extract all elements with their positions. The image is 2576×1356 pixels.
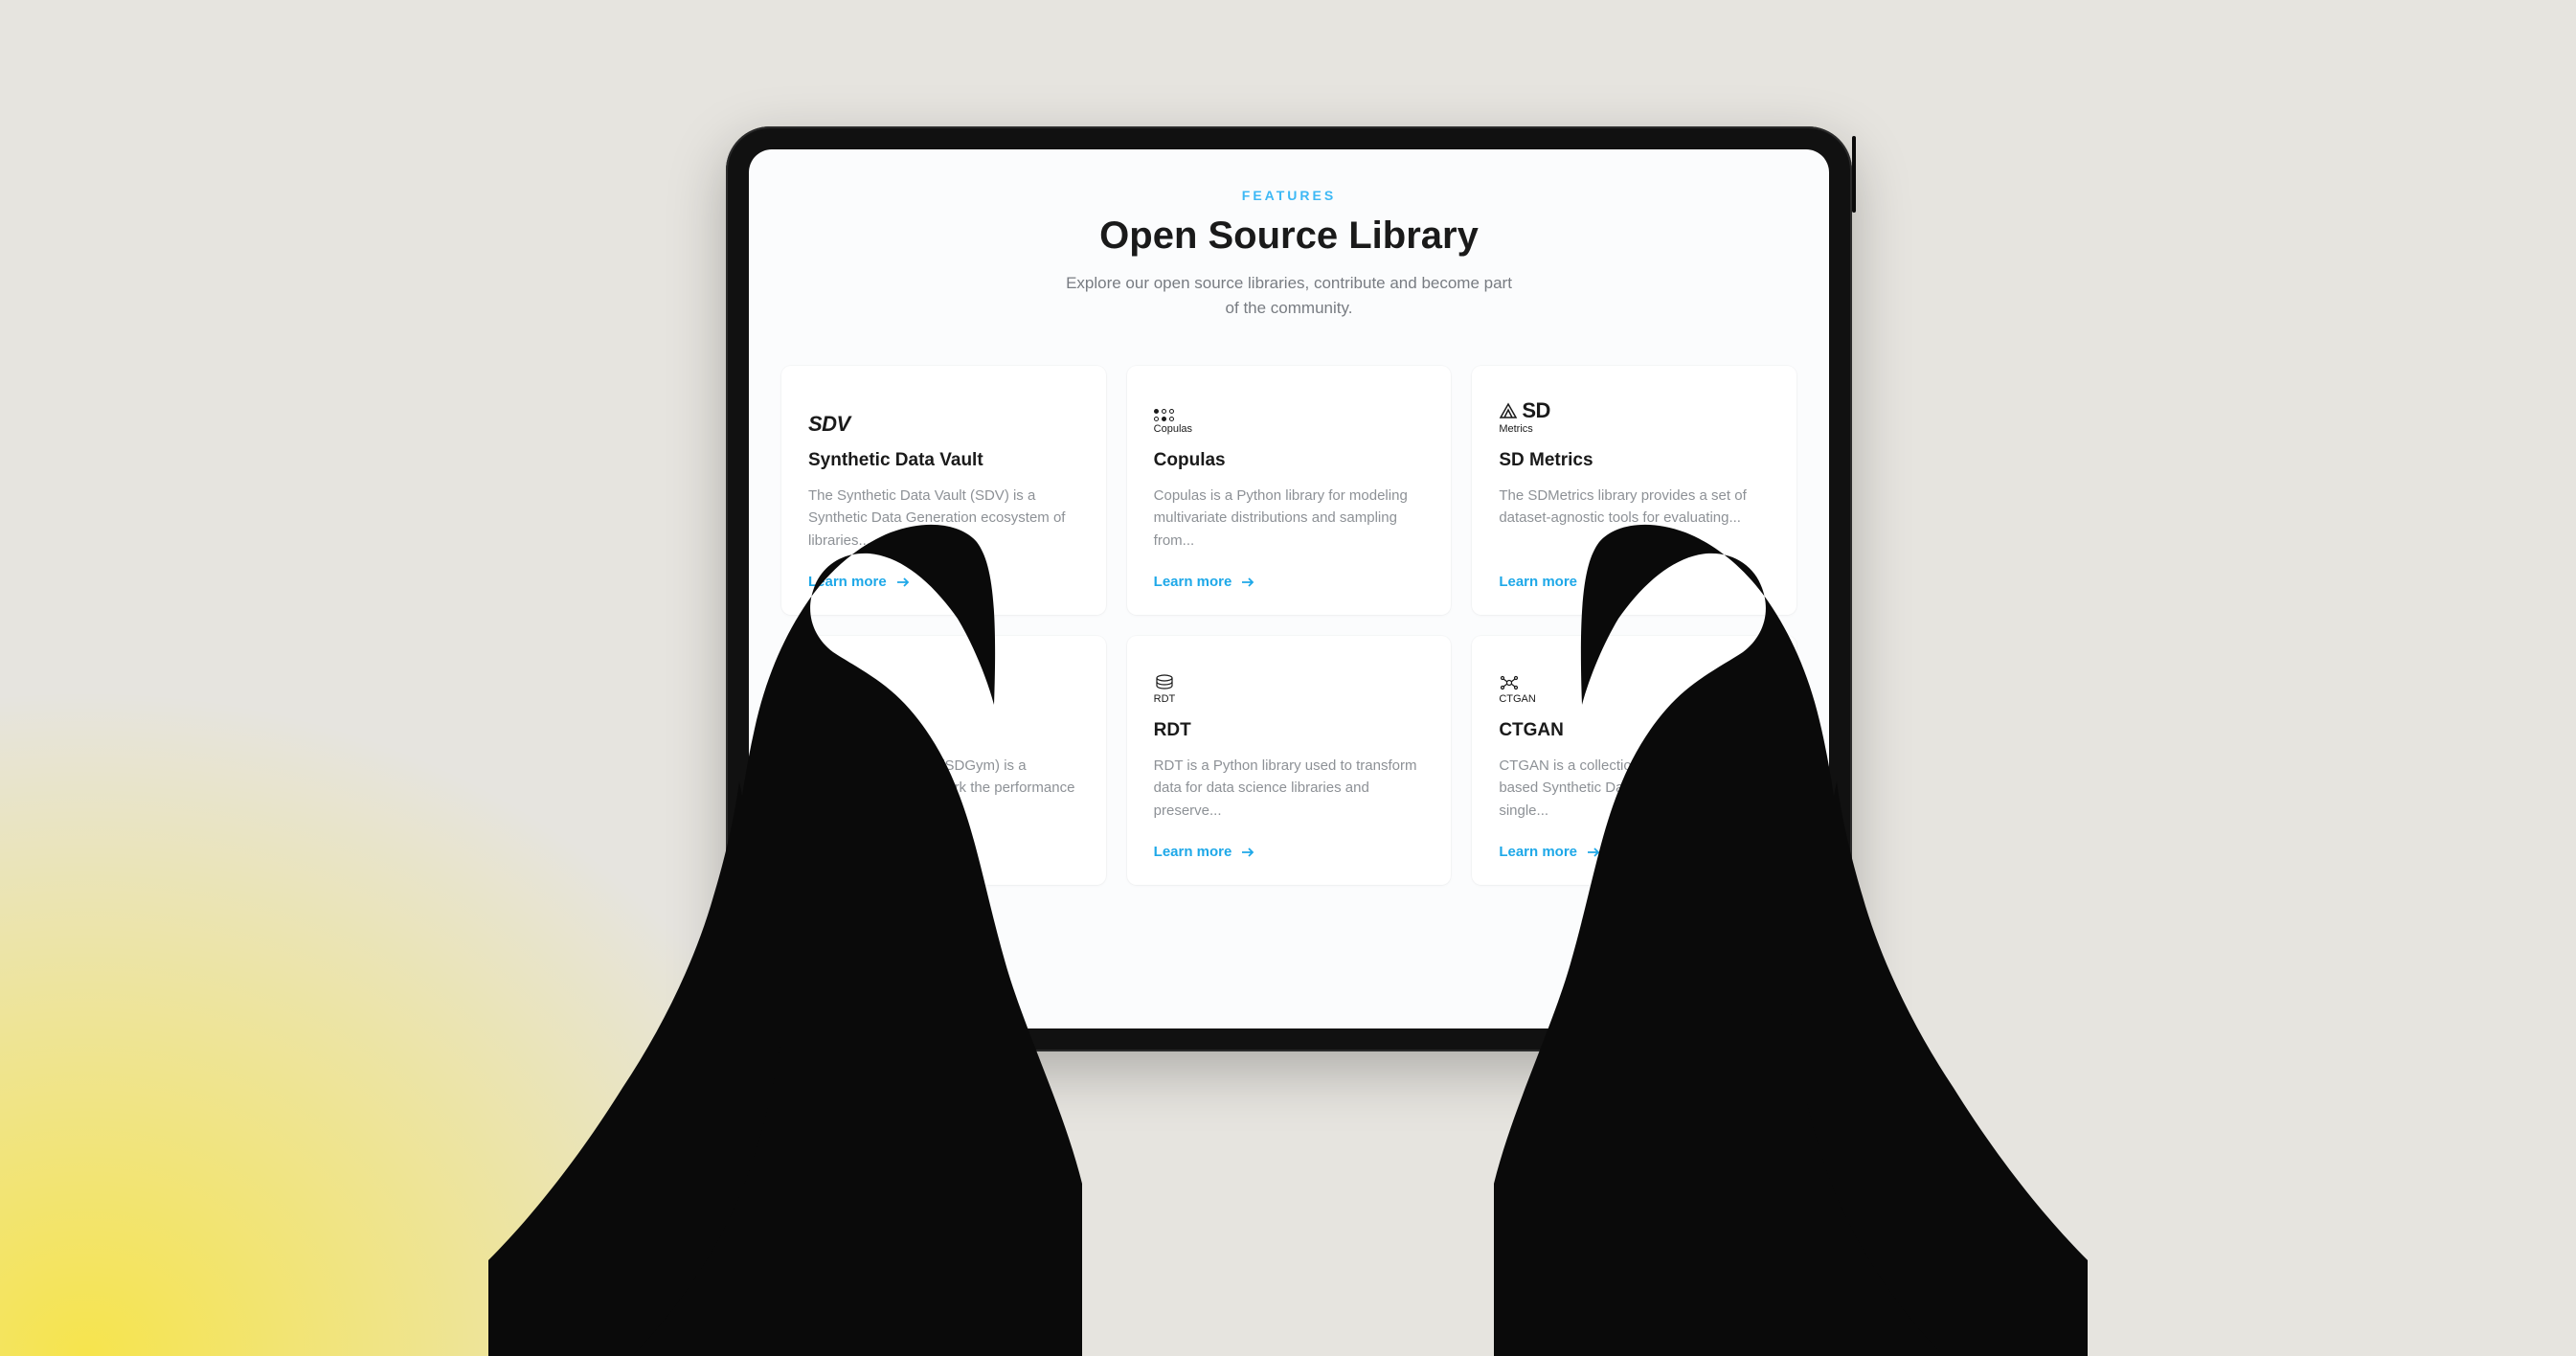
arrow-right-icon bbox=[1241, 848, 1254, 857]
learn-more-label: Learn more bbox=[808, 844, 887, 860]
logo-subtext: Metrics bbox=[1499, 423, 1770, 435]
triangle-icon bbox=[1499, 402, 1518, 419]
card-title: RDT bbox=[1154, 720, 1425, 741]
learn-more-link[interactable]: Learn more bbox=[808, 844, 1079, 860]
learn-more-label: Learn more bbox=[808, 574, 887, 590]
learn-more-link[interactable]: Learn more bbox=[1499, 574, 1770, 590]
network-icon bbox=[1499, 674, 1520, 691]
card-grid: SDV Synthetic Data Vault The Synthetic D… bbox=[781, 366, 1796, 885]
sdmetrics-logo-icon: SD Metrics bbox=[1499, 393, 1770, 435]
copulas-logo-icon: Copulas bbox=[1154, 393, 1425, 435]
learn-more-link[interactable]: Learn more bbox=[1154, 844, 1425, 860]
library-card-copulas[interactable]: Copulas Copulas Copulas is a Python libr… bbox=[1127, 366, 1452, 615]
learn-more-link[interactable]: Learn more bbox=[808, 574, 1079, 590]
tablet-power-button bbox=[1852, 136, 1856, 213]
ctgan-logo-icon: CTGAN bbox=[1499, 663, 1770, 705]
arrow-right-icon bbox=[1241, 577, 1254, 587]
logo-text: SDV bbox=[808, 414, 1079, 435]
logo-text: RDT bbox=[1154, 693, 1425, 705]
tablet-frame: FEATURES Open Source Library Explore our… bbox=[726, 126, 1852, 1051]
library-card-sdmetrics[interactable]: SD Metrics SD Metrics The SDMetrics libr… bbox=[1472, 366, 1796, 615]
dots-icon bbox=[1154, 409, 1425, 421]
card-description: Synthetic Data Gym (SDGym) is a framewor… bbox=[808, 755, 1079, 826]
learn-more-label: Learn more bbox=[1154, 844, 1232, 860]
card-title: CTGAN bbox=[1499, 720, 1770, 741]
learn-more-label: Learn more bbox=[1499, 574, 1577, 590]
logo-text: SD bbox=[1522, 400, 1550, 421]
gear-icon bbox=[808, 674, 825, 691]
cylinder-icon bbox=[1154, 674, 1175, 691]
library-card-rdt[interactable]: RDT RDT RDT is a Python library used to … bbox=[1127, 636, 1452, 885]
learn-more-link[interactable]: Learn more bbox=[1499, 844, 1770, 860]
library-card-sdgym[interactable]: SD Gym SDGym Synthetic Data Gym (SDGym) … bbox=[781, 636, 1106, 885]
arrow-right-icon bbox=[1587, 577, 1600, 587]
arrow-right-icon bbox=[1587, 848, 1600, 857]
card-title: SDGym bbox=[808, 720, 1079, 741]
card-description: The Synthetic Data Vault (SDV) is a Synt… bbox=[808, 485, 1079, 556]
section-eyebrow: FEATURES bbox=[781, 188, 1796, 203]
learn-more-label: Learn more bbox=[1499, 844, 1577, 860]
library-card-sdv[interactable]: SDV Synthetic Data Vault The Synthetic D… bbox=[781, 366, 1106, 615]
sdv-logo-icon: SDV bbox=[808, 393, 1079, 435]
card-description: CTGAN is a collection of Deep Learning b… bbox=[1499, 755, 1770, 826]
arrow-right-icon bbox=[896, 577, 910, 587]
page-subtitle: Explore our open source libraries, contr… bbox=[1059, 271, 1519, 320]
tablet-screen: FEATURES Open Source Library Explore our… bbox=[749, 149, 1829, 1028]
sdgym-logo-icon: SD Gym bbox=[808, 663, 1079, 705]
learn-more-label: Learn more bbox=[1154, 574, 1232, 590]
logo-text: CTGAN bbox=[1499, 693, 1770, 705]
learn-more-link[interactable]: Learn more bbox=[1154, 574, 1425, 590]
logo-text: SD bbox=[829, 675, 851, 691]
card-title: SD Metrics bbox=[1499, 450, 1770, 471]
arrow-right-icon bbox=[896, 848, 910, 857]
card-description: RDT is a Python library used to transfor… bbox=[1154, 755, 1425, 826]
rdt-logo-icon: RDT bbox=[1154, 663, 1425, 705]
card-title: Copulas bbox=[1154, 450, 1425, 471]
library-card-ctgan[interactable]: CTGAN CTGAN CTGAN is a collection of Dee… bbox=[1472, 636, 1796, 885]
card-title: Synthetic Data Vault bbox=[808, 450, 1079, 471]
card-description: Copulas is a Python library for modeling… bbox=[1154, 485, 1425, 556]
logo-subtext: Gym bbox=[808, 693, 1079, 705]
logo-text: Copulas bbox=[1154, 423, 1425, 435]
card-description: The SDMetrics library provides a set of … bbox=[1499, 485, 1770, 556]
page-title: Open Source Library bbox=[781, 215, 1796, 258]
